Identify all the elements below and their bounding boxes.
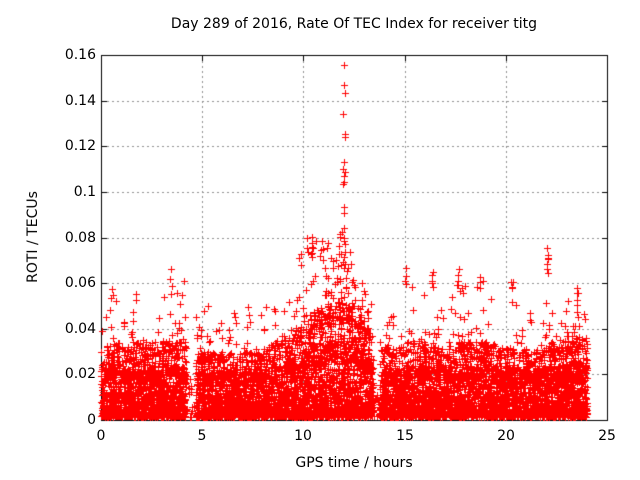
y-tick-label: 0.12 [64, 138, 96, 154]
x-tick-label: 0 [96, 428, 106, 444]
x-axis-label: GPS time / hours [295, 455, 413, 471]
y-tick-label: 0.14 [64, 93, 96, 109]
y-tick-label: 0.1 [73, 184, 96, 200]
x-tick-label: 20 [497, 428, 515, 444]
y-tick-label: 0.04 [64, 321, 96, 337]
x-tick-label: 25 [598, 428, 616, 444]
x-tick-label: 5 [197, 428, 207, 444]
y-tick-label: 0.16 [64, 47, 96, 63]
chart-title: Day 289 of 2016, Rate Of TEC Index for r… [170, 16, 538, 32]
y-tick-label: 0 [87, 412, 96, 428]
x-tick-label: 15 [396, 428, 414, 444]
y-tick-label: 0.06 [64, 275, 96, 291]
y-tick-label: 0.02 [64, 366, 96, 382]
x-tick-label: 10 [294, 428, 312, 444]
y-tick-label: 0.08 [64, 230, 96, 246]
